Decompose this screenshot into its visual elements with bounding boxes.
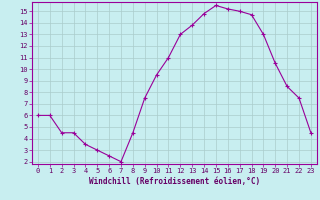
X-axis label: Windchill (Refroidissement éolien,°C): Windchill (Refroidissement éolien,°C): [89, 177, 260, 186]
